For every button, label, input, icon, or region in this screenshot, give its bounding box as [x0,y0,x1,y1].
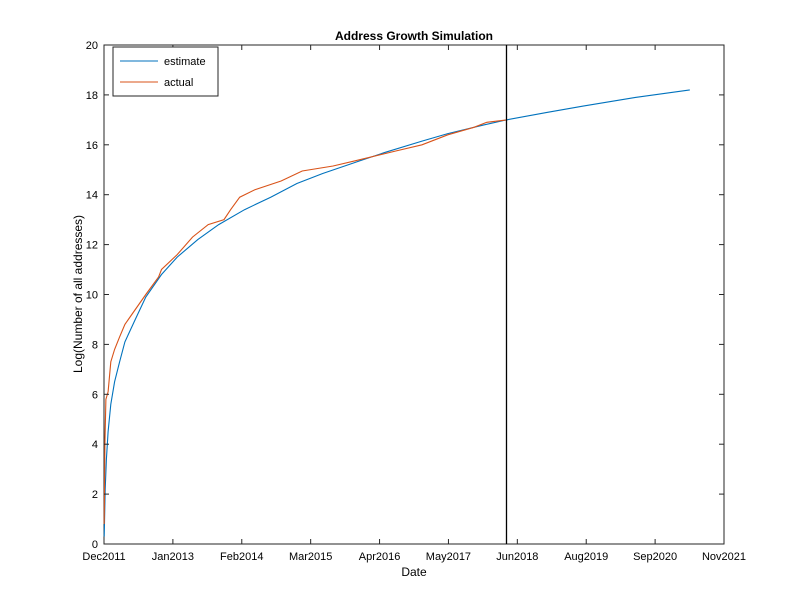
legend-box [112,46,219,97]
x-tick-label: Dec2011 [82,551,125,563]
x-axis-label: Date [401,565,427,579]
legend: estimate actual [112,46,219,97]
x-tick-label: Sep2020 [633,551,677,563]
y-tick-label: 16 [86,140,98,152]
y-tick-label: 20 [86,40,98,52]
chart-title: Address Growth Simulation [335,29,493,43]
x-tick-label: Jan2013 [152,551,194,563]
x-tick-label: Nov2021 [702,551,746,563]
legend-label-actual: actual [164,77,193,89]
legend-label-estimate: estimate [164,56,206,68]
y-tick-label: 8 [92,339,98,351]
y-tick-label: 18 [86,90,98,102]
y-tick-label: 10 [86,290,98,302]
x-tick-label: Mar2015 [289,551,332,563]
axes-layer: Dec2011 Jan2013 Feb2014 Mar2015 Apr2016 May20… [82,40,746,563]
x-tick-label: Aug2019 [564,551,608,563]
series-layer [103,89,690,537]
x-tick-label: Feb2014 [220,551,263,563]
x-tick-label: Apr2016 [359,551,401,563]
y-tick-label: 12 [86,240,98,252]
x-tick-label: Jun2018 [496,551,538,563]
y-tick-label: 14 [86,190,98,202]
y-tick-label: 4 [92,439,98,451]
y-axis-label: Log(Number of all addresses) [71,215,85,373]
y-tick-label: 2 [92,489,98,501]
y-tick-label: 6 [92,389,98,401]
series-line-estimate [103,89,690,537]
plot-area [103,44,725,545]
y-tick-label: 0 [92,539,98,551]
x-tick-label: May2017 [426,551,471,563]
series-line-actual [103,119,507,525]
